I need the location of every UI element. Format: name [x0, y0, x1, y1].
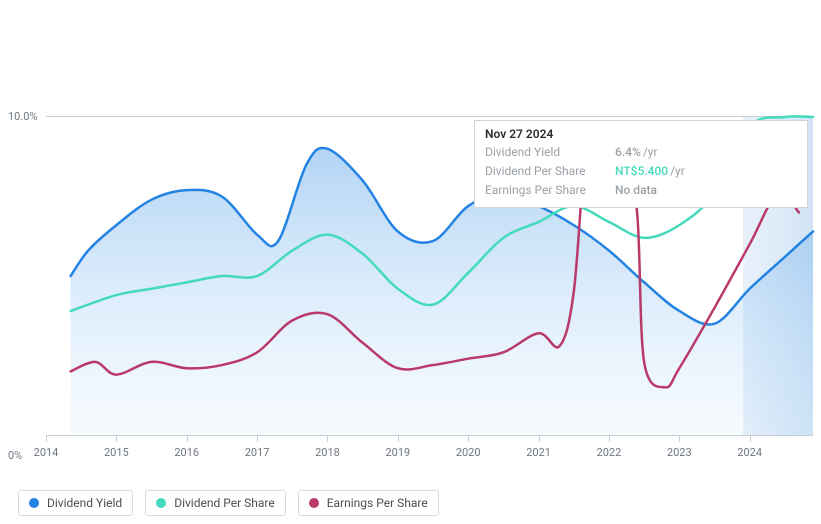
- x-tick-label: 2015: [104, 446, 129, 459]
- legend-item-dividend-per-share[interactable]: Dividend Per Share: [145, 490, 286, 516]
- x-tick-mark: [750, 436, 751, 442]
- x-axis: 2014201520162017201820192020202120222023…: [46, 442, 813, 462]
- legend-dot-icon: [156, 498, 166, 508]
- y-axis-label-top: 10.0%: [8, 110, 38, 123]
- legend: Dividend Yield Dividend Per Share Earnings…: [18, 490, 813, 516]
- x-tick-label: 2017: [245, 446, 270, 459]
- x-tick-mark: [539, 436, 540, 442]
- tooltip-rows: Dividend Yield6.4%/yrDividend Per ShareN…: [485, 143, 797, 201]
- x-tick-label: 2021: [526, 446, 551, 459]
- tooltip-row-value: 6.4%: [615, 143, 641, 162]
- x-tick-mark: [187, 436, 188, 442]
- tooltip-date: Nov 27 2024: [485, 127, 797, 141]
- tooltip-row-value: No data: [615, 181, 657, 200]
- tooltip-box: Nov 27 2024 Dividend Yield6.4%/yrDividen…: [474, 120, 808, 208]
- x-tick-mark: [116, 436, 117, 442]
- x-tick-label: 2020: [456, 446, 481, 459]
- x-tick-label: 2019: [385, 446, 410, 459]
- x-tick-mark: [609, 436, 610, 442]
- legend-dot-icon: [309, 498, 319, 508]
- x-tick-mark: [327, 436, 328, 442]
- x-tick-label: 2018: [315, 446, 340, 459]
- tooltip-row: Dividend Per ShareNT$5.400/yr: [485, 162, 797, 181]
- tooltip-row-label: Dividend Per Share: [485, 162, 615, 181]
- x-tick-mark: [257, 436, 258, 442]
- x-tick-label: 2023: [667, 446, 692, 459]
- legend-dot-icon: [29, 498, 39, 508]
- tooltip-row: Earnings Per ShareNo data: [485, 181, 797, 200]
- chart-container: Nov 27 2024 Dividend Yield6.4%/yrDividen…: [8, 116, 813, 516]
- tooltip-row: Dividend Yield6.4%/yr: [485, 143, 797, 162]
- legend-item-earnings-per-share[interactable]: Earnings Per Share: [298, 490, 439, 516]
- tooltip-row-value: NT$5.400: [615, 162, 668, 181]
- y-axis-label-bottom: 0%: [8, 449, 22, 462]
- x-tick-label: 2014: [34, 446, 59, 459]
- x-tick-mark: [46, 436, 47, 442]
- tooltip-row-label: Earnings Per Share: [485, 181, 615, 200]
- x-tick-mark: [679, 436, 680, 442]
- x-tick-label: 2024: [737, 446, 762, 459]
- legend-item-dividend-yield[interactable]: Dividend Yield: [18, 490, 133, 516]
- x-tick-mark: [468, 436, 469, 442]
- tooltip-row-unit: /yr: [643, 143, 658, 162]
- tooltip-row-label: Dividend Yield: [485, 143, 615, 162]
- x-tick-label: 2022: [597, 446, 622, 459]
- tooltip-row-unit: /yr: [670, 162, 685, 181]
- x-tick-label: 2016: [174, 446, 199, 459]
- x-tick-mark: [398, 436, 399, 442]
